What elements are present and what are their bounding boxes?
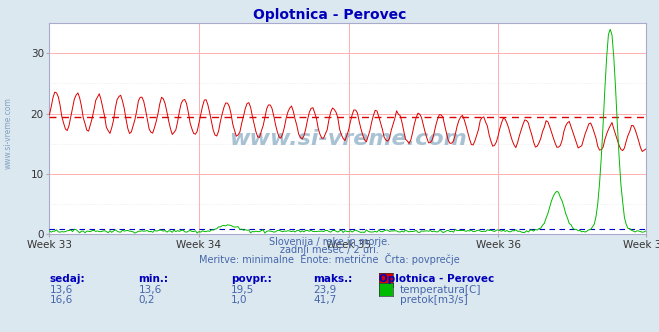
Text: 16,6: 16,6 xyxy=(49,295,72,305)
Text: 19,5: 19,5 xyxy=(231,285,254,295)
Text: povpr.:: povpr.: xyxy=(231,274,272,284)
Text: Oplotnica - Perovec: Oplotnica - Perovec xyxy=(379,274,494,284)
Text: Slovenija / reke in morje.: Slovenija / reke in morje. xyxy=(269,237,390,247)
Text: 13,6: 13,6 xyxy=(49,285,72,295)
Text: maks.:: maks.: xyxy=(313,274,353,284)
Text: pretok[m3/s]: pretok[m3/s] xyxy=(400,295,468,305)
Text: 1,0: 1,0 xyxy=(231,295,247,305)
Text: Oplotnica - Perovec: Oplotnica - Perovec xyxy=(253,8,406,22)
Text: Meritve: minimalne  Enote: metrične  Črta: povprečje: Meritve: minimalne Enote: metrične Črta:… xyxy=(199,253,460,265)
Text: 13,6: 13,6 xyxy=(138,285,161,295)
Text: 41,7: 41,7 xyxy=(313,295,336,305)
Text: min.:: min.: xyxy=(138,274,169,284)
Text: sedaj:: sedaj: xyxy=(49,274,85,284)
Text: 0,2: 0,2 xyxy=(138,295,155,305)
Text: temperatura[C]: temperatura[C] xyxy=(400,285,482,295)
Text: 23,9: 23,9 xyxy=(313,285,336,295)
Text: www.si-vreme.com: www.si-vreme.com xyxy=(4,97,13,169)
Text: zadnji mesec / 2 uri.: zadnji mesec / 2 uri. xyxy=(280,245,379,255)
Text: www.si-vreme.com: www.si-vreme.com xyxy=(229,129,467,149)
